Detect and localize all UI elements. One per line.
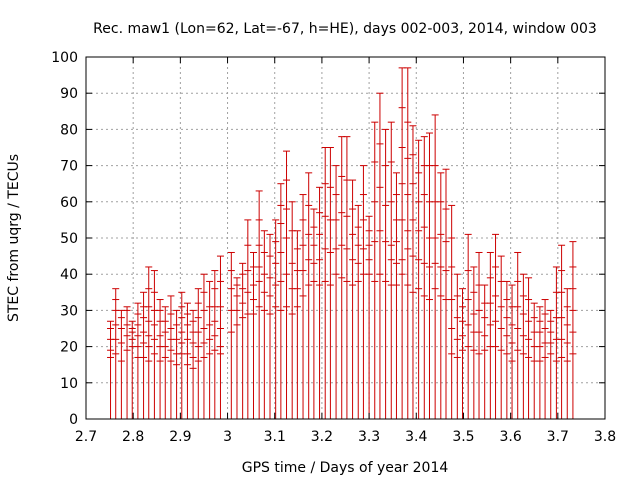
error-bar bbox=[437, 172, 445, 419]
error-bar bbox=[310, 208, 318, 419]
error-bar bbox=[514, 251, 522, 419]
error-bar bbox=[150, 270, 158, 419]
error-bar bbox=[558, 244, 566, 419]
y-tick-label: 40 bbox=[60, 267, 78, 283]
error-bar bbox=[404, 67, 412, 419]
error-bar bbox=[283, 150, 291, 419]
x-tick-label: 3.3 bbox=[358, 429, 380, 445]
error-bar bbox=[371, 121, 379, 419]
y-tick-label: 60 bbox=[60, 195, 78, 211]
error-bar bbox=[365, 215, 373, 419]
error-bar bbox=[123, 306, 131, 419]
x-tick-label: 3.4 bbox=[405, 429, 427, 445]
y-tick-label: 30 bbox=[60, 303, 78, 319]
error-bar bbox=[343, 136, 351, 419]
error-bar bbox=[189, 309, 197, 419]
error-bar bbox=[382, 128, 390, 419]
x-tick-label: 3.5 bbox=[452, 429, 474, 445]
error-bar bbox=[448, 204, 456, 419]
error-bar bbox=[547, 309, 555, 419]
x-tick-label: 3.8 bbox=[594, 429, 616, 445]
error-bar bbox=[156, 299, 164, 419]
x-axis-label: GPS time / Days of year 2014 bbox=[242, 460, 449, 476]
y-tick-label: 100 bbox=[51, 50, 78, 66]
x-tick-label: 3.7 bbox=[547, 429, 569, 445]
error-bar bbox=[107, 320, 115, 419]
error-bar bbox=[244, 219, 252, 419]
error-bar bbox=[255, 190, 263, 419]
y-tick-label: 50 bbox=[60, 231, 78, 247]
grid-lines bbox=[86, 57, 605, 419]
error-bar bbox=[376, 92, 384, 419]
error-bar bbox=[481, 284, 489, 419]
y-tick-label: 70 bbox=[60, 159, 78, 175]
error-bar bbox=[563, 288, 571, 419]
error-bar bbox=[503, 280, 511, 419]
x-tick-label: 2.7 bbox=[75, 429, 97, 445]
x-tick-label: 2.8 bbox=[122, 429, 144, 445]
error-bar bbox=[464, 233, 472, 419]
error-bar bbox=[233, 277, 241, 419]
error-bars bbox=[107, 67, 577, 419]
y-axis-label: STEC from uqrg / TECUs bbox=[6, 154, 22, 322]
error-bar bbox=[260, 230, 268, 419]
y-tick-label: 0 bbox=[69, 412, 78, 428]
x-tick-label: 3.6 bbox=[500, 429, 522, 445]
error-bar bbox=[316, 186, 324, 419]
error-bar bbox=[431, 114, 439, 419]
chart-title: Rec. maw1 (Lon=62, Lat=-67, h=HE), days … bbox=[93, 21, 597, 37]
error-bar bbox=[266, 233, 274, 419]
x-tick-label: 3 bbox=[223, 429, 232, 445]
error-bar bbox=[200, 273, 208, 419]
error-bar bbox=[128, 320, 136, 419]
error-bar bbox=[321, 147, 329, 419]
error-bar bbox=[409, 125, 417, 419]
error-bar bbox=[332, 165, 340, 419]
y-axis: 0 10 20 30 40 50 60 70 80 90 100 bbox=[51, 50, 605, 428]
error-bar bbox=[161, 306, 169, 419]
error-bar bbox=[277, 183, 285, 419]
error-bar bbox=[326, 147, 334, 419]
error-bar bbox=[359, 165, 367, 419]
x-axis: 2.7 2.8 2.9 3 3.1 3.2 3.3 3.4 3.5 3.6 3.7 3.8 bbox=[75, 57, 616, 445]
error-bar bbox=[349, 179, 357, 419]
error-bar bbox=[497, 255, 505, 419]
y-tick-label: 90 bbox=[60, 86, 78, 102]
error-bar bbox=[216, 255, 224, 419]
error-bar bbox=[134, 302, 142, 419]
error-bar bbox=[194, 288, 202, 419]
error-bar bbox=[173, 309, 181, 419]
error-bar bbox=[239, 262, 247, 419]
y-tick-label: 80 bbox=[60, 122, 78, 138]
y-tick-label: 10 bbox=[60, 376, 78, 392]
error-bar bbox=[354, 204, 362, 419]
error-bar bbox=[178, 291, 186, 419]
error-bar bbox=[442, 168, 450, 419]
error-bar bbox=[525, 277, 533, 419]
error-bar bbox=[338, 136, 346, 419]
error-bar bbox=[519, 273, 527, 419]
error-bar bbox=[541, 299, 549, 419]
error-bar bbox=[167, 295, 175, 419]
error-bar bbox=[536, 306, 544, 419]
error-bar bbox=[569, 241, 577, 419]
error-bar bbox=[492, 233, 500, 419]
error-bar bbox=[272, 219, 280, 419]
y-tick-label: 20 bbox=[60, 340, 78, 356]
x-tick-label: 3.1 bbox=[264, 429, 286, 445]
error-bar bbox=[299, 194, 307, 419]
x-tick-label: 3.2 bbox=[311, 429, 333, 445]
error-bar bbox=[305, 172, 313, 419]
error-bar bbox=[145, 266, 153, 419]
x-tick-label: 2.9 bbox=[169, 429, 191, 445]
error-bar bbox=[183, 302, 191, 419]
error-bar bbox=[415, 139, 423, 419]
error-bar bbox=[453, 273, 461, 419]
error-bar bbox=[112, 288, 120, 419]
error-bar bbox=[459, 288, 467, 419]
